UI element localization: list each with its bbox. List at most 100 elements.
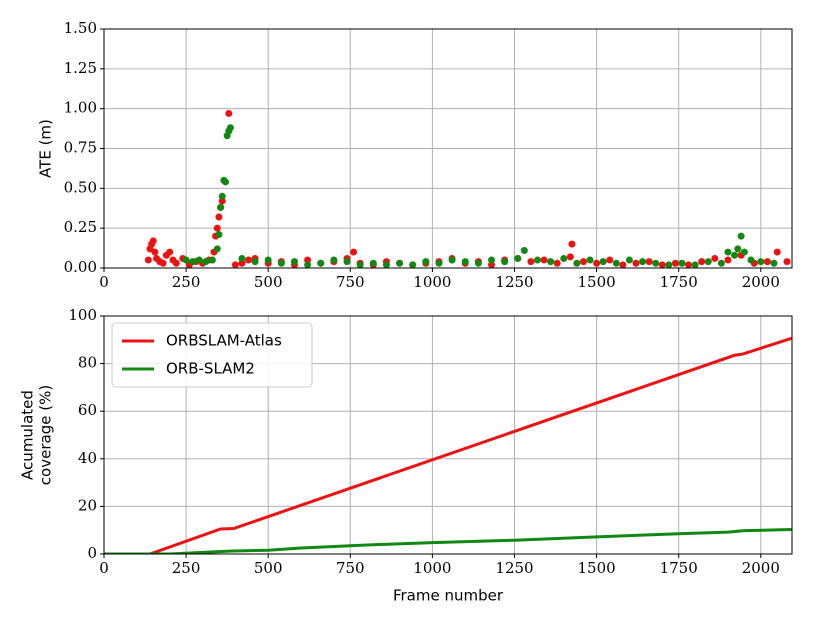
y-tick-label: 0.50 xyxy=(64,178,97,196)
point xyxy=(474,259,482,267)
point xyxy=(182,256,190,264)
y-tick-label: 80 xyxy=(78,354,97,372)
point xyxy=(264,256,272,264)
point xyxy=(330,256,338,264)
axes-frame xyxy=(103,28,793,269)
y-tick-label: 1.00 xyxy=(64,99,97,117)
y-tick-label: 0.75 xyxy=(64,139,97,157)
point xyxy=(599,258,607,266)
point xyxy=(527,258,535,266)
point xyxy=(606,256,614,264)
point xyxy=(488,256,496,264)
point xyxy=(151,248,159,256)
point xyxy=(691,261,699,268)
point xyxy=(619,261,627,268)
point xyxy=(202,258,210,266)
point xyxy=(671,259,679,267)
point xyxy=(149,237,157,245)
point xyxy=(770,259,778,267)
point xyxy=(740,248,748,256)
point xyxy=(734,245,742,253)
y-tick-label: 100 xyxy=(68,306,97,324)
point xyxy=(396,259,404,267)
point xyxy=(448,256,456,264)
point xyxy=(520,246,528,254)
x-tick-label: 1250 xyxy=(495,559,533,577)
point xyxy=(586,256,594,264)
point xyxy=(290,258,298,266)
point xyxy=(356,261,364,268)
point xyxy=(213,224,221,232)
x-axis-label: Frame number xyxy=(393,587,504,605)
y-axis-label: ATE (m) xyxy=(37,119,55,178)
point xyxy=(579,258,587,266)
y-tick-label: 0 xyxy=(87,544,97,562)
point xyxy=(625,256,633,264)
x-tick-label: 750 xyxy=(336,559,365,577)
point xyxy=(514,254,522,262)
point xyxy=(704,258,712,266)
y-tick-label: 60 xyxy=(78,401,97,419)
x-tick-label: 1000 xyxy=(413,273,451,291)
point xyxy=(304,261,312,268)
point xyxy=(639,258,647,266)
point xyxy=(222,178,230,186)
plot-area xyxy=(104,336,792,554)
point xyxy=(724,256,732,264)
point xyxy=(685,261,693,268)
point xyxy=(783,258,791,266)
y-tick-label: 20 xyxy=(78,496,97,514)
x-tick-label: 750 xyxy=(336,273,365,291)
point xyxy=(251,258,259,266)
point xyxy=(566,253,574,261)
point xyxy=(612,259,620,267)
x-tick-label: 0 xyxy=(99,273,109,291)
x-tick-label: 250 xyxy=(172,273,201,291)
point xyxy=(238,254,246,262)
x-tick-label: 2000 xyxy=(742,559,780,577)
point xyxy=(213,245,221,253)
point xyxy=(724,248,732,256)
point xyxy=(711,254,719,262)
point xyxy=(159,259,167,267)
line xyxy=(104,527,792,554)
point xyxy=(189,258,197,266)
plot-area xyxy=(144,109,791,268)
point xyxy=(217,203,225,211)
point xyxy=(144,256,152,264)
x-tick-label: 1500 xyxy=(578,273,616,291)
x-tick-label: 500 xyxy=(254,559,283,577)
point xyxy=(208,256,216,264)
point xyxy=(382,261,390,268)
legend-box xyxy=(111,322,313,388)
point xyxy=(553,259,561,267)
legend-label: ORB-SLAM2 xyxy=(166,360,255,378)
point xyxy=(560,254,568,262)
point xyxy=(461,258,469,266)
x-tick-label: 1000 xyxy=(413,559,451,577)
point xyxy=(652,259,660,267)
point xyxy=(343,258,351,266)
point xyxy=(645,258,653,266)
x-tick-label: 500 xyxy=(254,273,283,291)
point xyxy=(226,124,234,132)
point xyxy=(501,258,509,266)
point xyxy=(698,258,706,266)
y-axis-label: Acumulated xyxy=(19,390,37,480)
point xyxy=(632,259,640,267)
y-axis-label: coverage (%) xyxy=(37,385,55,485)
y-tick-label: 40 xyxy=(78,449,97,467)
point xyxy=(231,261,239,268)
y-tick-label: 1.25 xyxy=(64,59,97,77)
point xyxy=(244,256,252,264)
y-tick-label: 0.25 xyxy=(64,218,97,236)
point xyxy=(317,259,325,267)
line xyxy=(104,336,792,554)
x-tick-label: 0 xyxy=(99,559,109,577)
point xyxy=(763,258,771,266)
point xyxy=(409,261,417,268)
point xyxy=(435,259,443,267)
x-tick-label: 1250 xyxy=(495,273,533,291)
point xyxy=(547,258,555,266)
